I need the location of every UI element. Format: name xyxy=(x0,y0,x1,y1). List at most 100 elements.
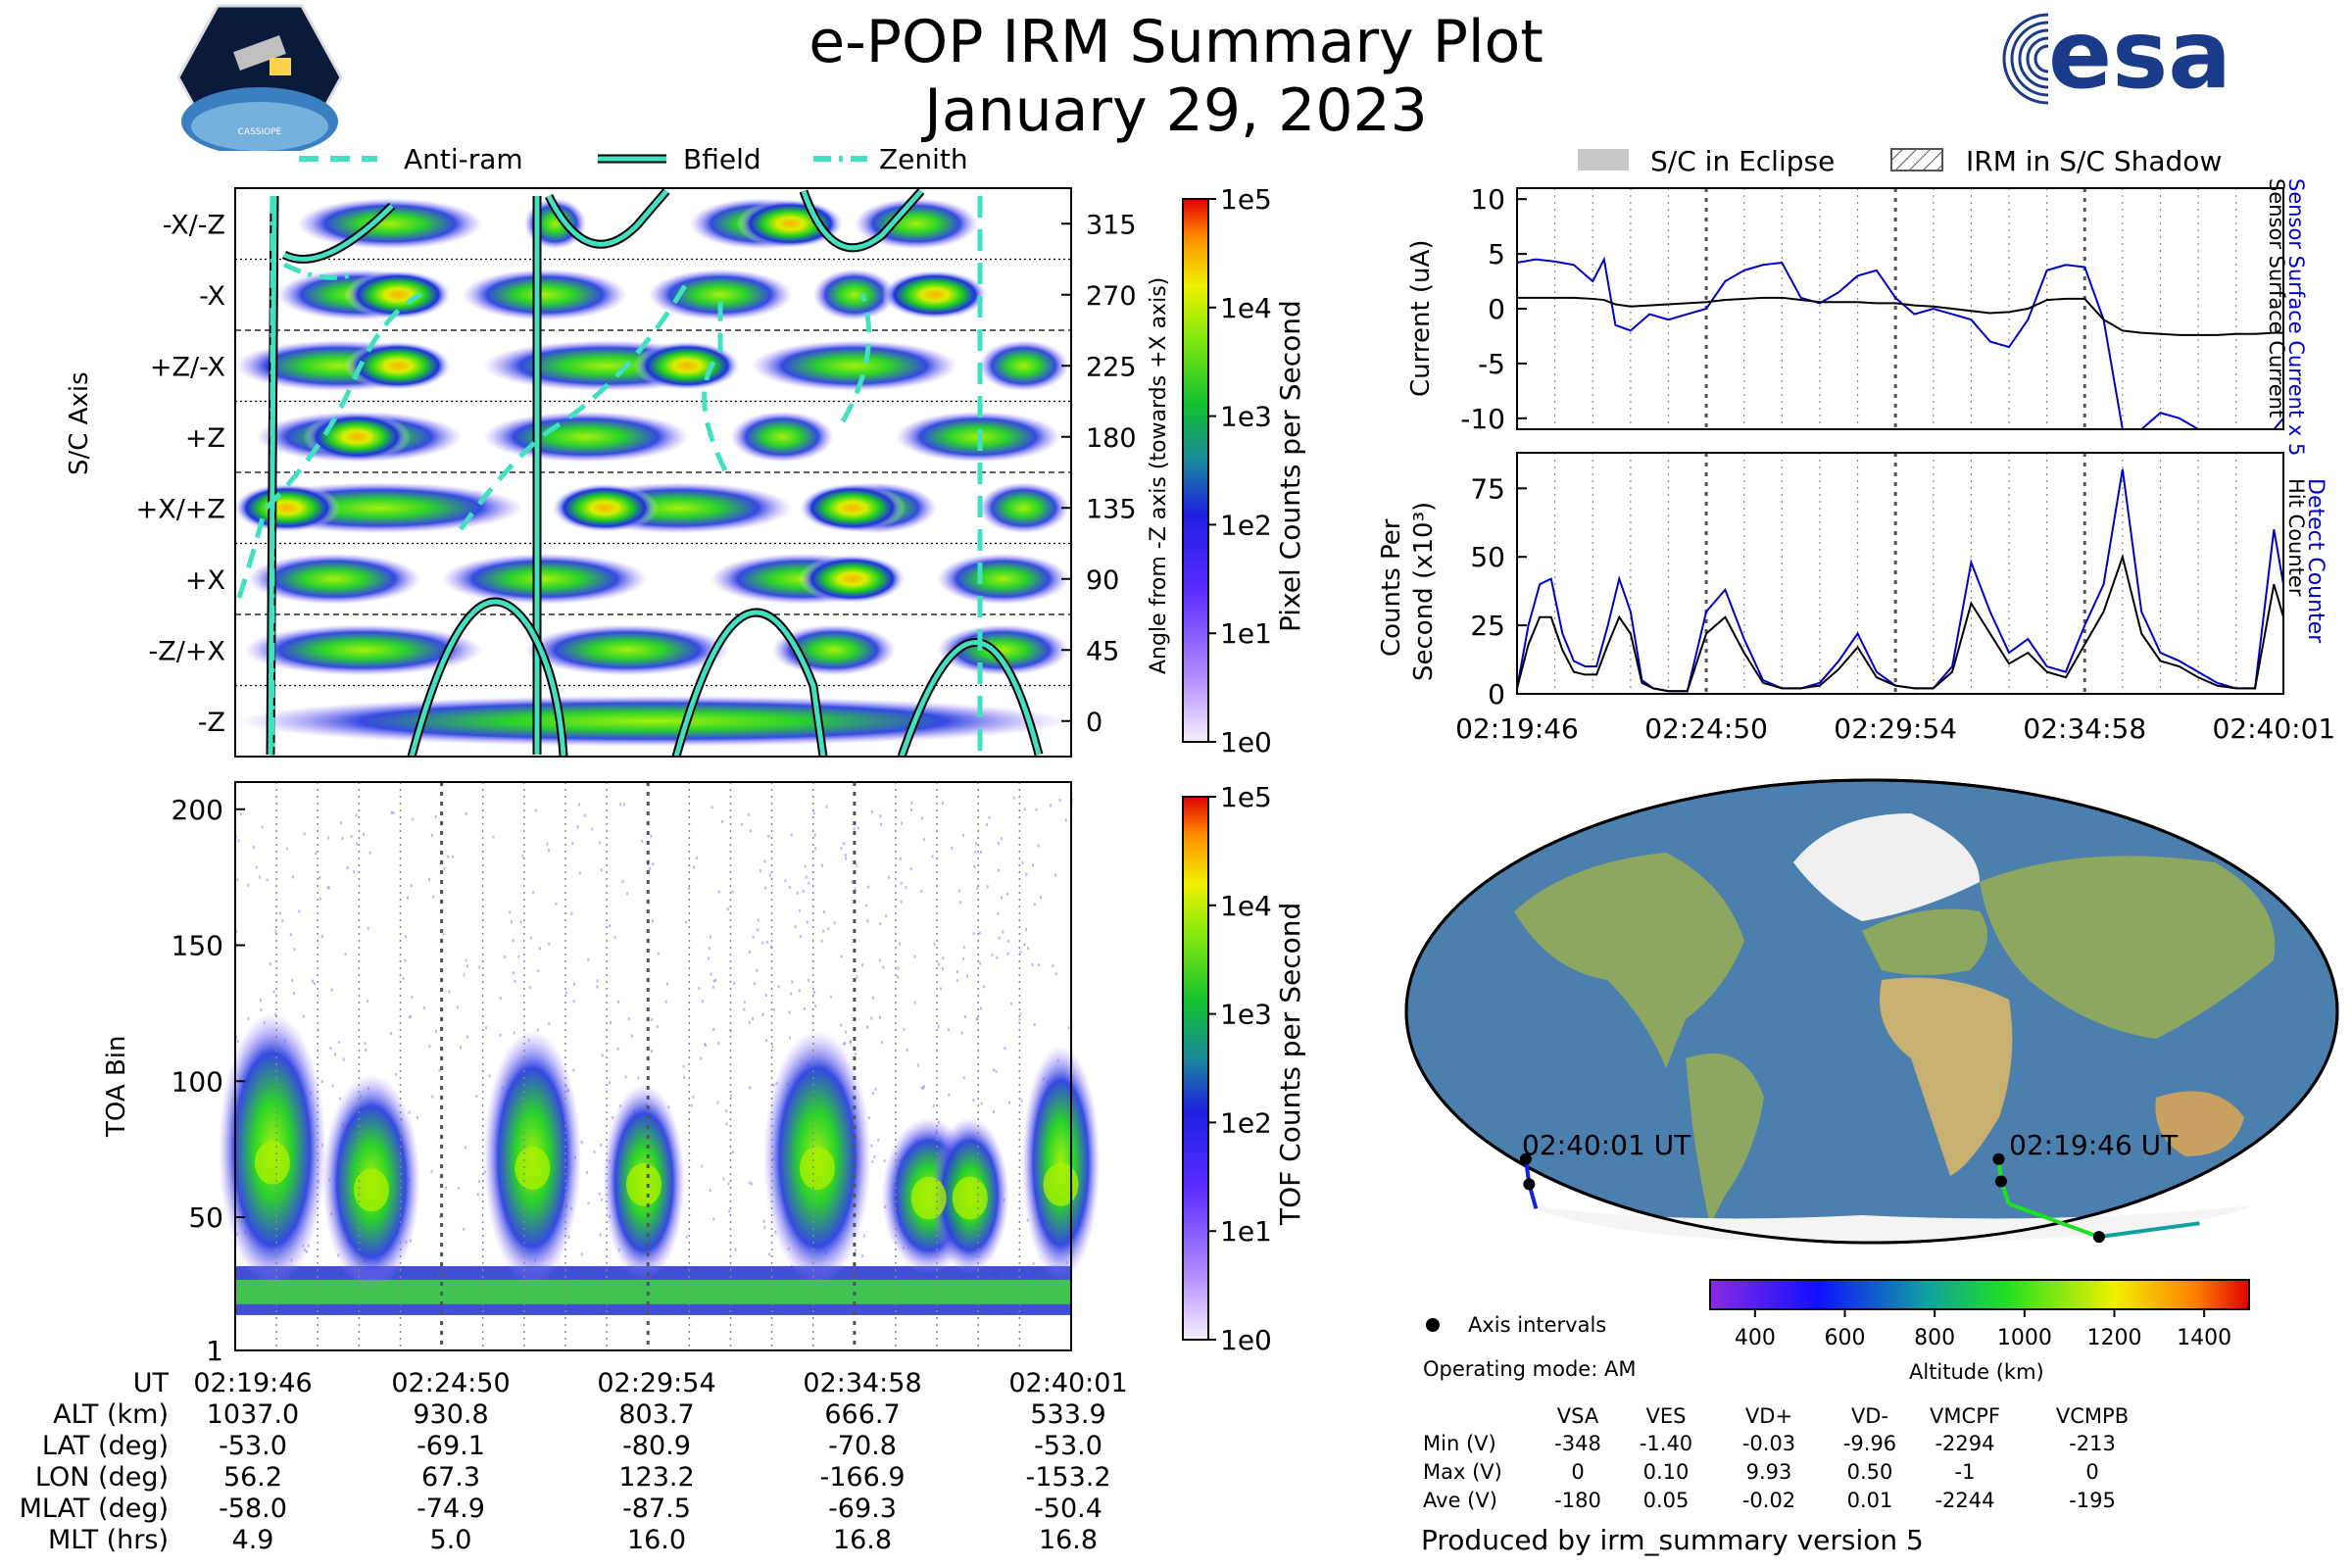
toa-speckle xyxy=(931,855,934,858)
toa-speckle xyxy=(333,1053,336,1056)
toa-speckle xyxy=(1037,844,1040,848)
toa-speckle xyxy=(365,1048,368,1052)
toa-speckle xyxy=(355,813,358,817)
toa-speckle xyxy=(353,869,356,873)
toa-speckle xyxy=(311,979,314,983)
toa-speckle xyxy=(1019,951,1022,955)
ephemeris-value: -87.5 xyxy=(622,1494,691,1524)
toa-speckle xyxy=(596,985,599,989)
toa-speckle xyxy=(247,883,250,887)
toa-speckle xyxy=(866,1025,869,1029)
axis-angle-label: 225 xyxy=(1086,352,1137,382)
voltage-value: 0.50 xyxy=(1847,1460,1893,1484)
ephemeris-value: 16.0 xyxy=(627,1525,686,1555)
axis-category-label: -Z xyxy=(198,708,225,738)
counts-panel-xtick-label: 02:34:58 xyxy=(2023,712,2146,745)
voltage-value: -180 xyxy=(1554,1489,1601,1512)
toa-speckle xyxy=(753,982,756,986)
toa-speckle xyxy=(346,865,349,869)
toa-speckle xyxy=(484,1026,487,1030)
toa-speckle xyxy=(767,1252,770,1256)
bfield-top-arc-2 xyxy=(801,189,923,251)
cassiope-logo-text: CASSIOPE xyxy=(237,127,282,137)
toa-speckle xyxy=(693,865,696,869)
toa-speckle xyxy=(395,1073,398,1077)
toa-speckle xyxy=(903,1028,906,1032)
axis-intervals-legend-marker xyxy=(1426,1318,1440,1332)
toa-speckle xyxy=(583,813,586,817)
toa-speckle xyxy=(571,842,574,846)
toa-speckle xyxy=(591,827,594,831)
toa-speckle xyxy=(807,978,809,982)
toa-speckle xyxy=(683,1075,686,1079)
toa-speckle xyxy=(922,1085,925,1089)
toa-speckle xyxy=(750,829,753,833)
toa-speckle xyxy=(861,1254,864,1258)
pixel-colorbar-tick-label: 1e5 xyxy=(1220,183,1272,216)
toa-speckle xyxy=(285,847,288,851)
ephemeris-value: 02:24:50 xyxy=(391,1368,510,1398)
toa-speckle xyxy=(630,1034,633,1038)
toa-speckle xyxy=(749,1086,752,1090)
toa-speckle xyxy=(252,846,255,850)
axis-band-hotspot xyxy=(633,340,742,391)
toa-speckle xyxy=(576,825,579,829)
toa-speckle xyxy=(947,1028,950,1032)
toa-speckle xyxy=(1050,804,1053,808)
hit-counter-label: Hit Counter xyxy=(2284,478,2308,597)
toa-speckle xyxy=(717,1042,720,1046)
legend-shadow-swatch xyxy=(1890,148,1943,172)
toa-speckle xyxy=(521,855,524,858)
toa-speckle xyxy=(710,935,712,939)
toa-speckle xyxy=(860,963,863,967)
ephemeris-value: 02:19:46 xyxy=(193,1368,312,1398)
tof-colorbar-tick-label: 1e2 xyxy=(1220,1106,1272,1139)
toa-speckle xyxy=(873,1155,876,1159)
toa-speckle xyxy=(986,885,989,889)
toa-speckle xyxy=(1054,972,1057,976)
toa-speckle xyxy=(612,1116,614,1120)
ephemeris-value: -50.4 xyxy=(1034,1494,1102,1524)
voltage-value: 0 xyxy=(2085,1460,2098,1484)
toa-speckle xyxy=(492,835,495,839)
toa-speckle xyxy=(406,896,409,900)
ephemeris-value: 02:40:01 xyxy=(1008,1368,1127,1398)
toa-speckle xyxy=(688,886,691,890)
toa-speckle xyxy=(1002,930,1004,934)
toa-speckle xyxy=(877,1138,880,1142)
cassiope-logo: CASSIOPE xyxy=(176,4,343,156)
bfield-top-arc-1 xyxy=(546,189,668,247)
toa-speckle xyxy=(1054,873,1057,877)
toa-speckle xyxy=(840,955,843,958)
tof-colorbar-tick-label: 1e4 xyxy=(1220,890,1272,922)
axis-band-hotspot xyxy=(550,482,659,533)
toa-speckle xyxy=(759,869,761,873)
toa-speckle xyxy=(512,939,514,943)
toa-speckle xyxy=(410,884,413,888)
ephemeris-value: 930.8 xyxy=(413,1399,488,1430)
pixel-colorbar-tick-label: 1e4 xyxy=(1220,292,1272,324)
toa-speckle xyxy=(991,954,994,957)
toa-speckle xyxy=(976,1017,979,1021)
toa-speckle xyxy=(652,862,655,866)
toa-speckle xyxy=(478,1180,481,1184)
toa-speckle xyxy=(956,979,959,983)
toa-speckle xyxy=(1027,946,1030,950)
toa-speckle xyxy=(962,957,965,961)
toa-speckle xyxy=(609,1021,612,1025)
toa-speckle xyxy=(320,935,323,939)
legend-anti-ram-label: Anti-ram xyxy=(404,143,523,175)
toa-speckle xyxy=(939,987,942,991)
toa-speckle xyxy=(364,1042,367,1046)
ephemeris-value: 123.2 xyxy=(618,1462,694,1493)
current-ylabel: Current (uA) xyxy=(1406,239,1436,397)
toa-speckle xyxy=(303,832,306,836)
toa-speckle xyxy=(840,847,843,851)
toa-speckle xyxy=(980,1006,983,1010)
toa-speckle xyxy=(827,927,830,931)
axis-band-hotspot xyxy=(232,482,341,533)
toa-speckle xyxy=(463,1227,466,1231)
toa-speckle xyxy=(1032,1262,1035,1266)
altitude-colorbar-tick-label: 1200 xyxy=(2087,1326,2142,1350)
voltage-value: -9.96 xyxy=(1843,1432,1896,1455)
